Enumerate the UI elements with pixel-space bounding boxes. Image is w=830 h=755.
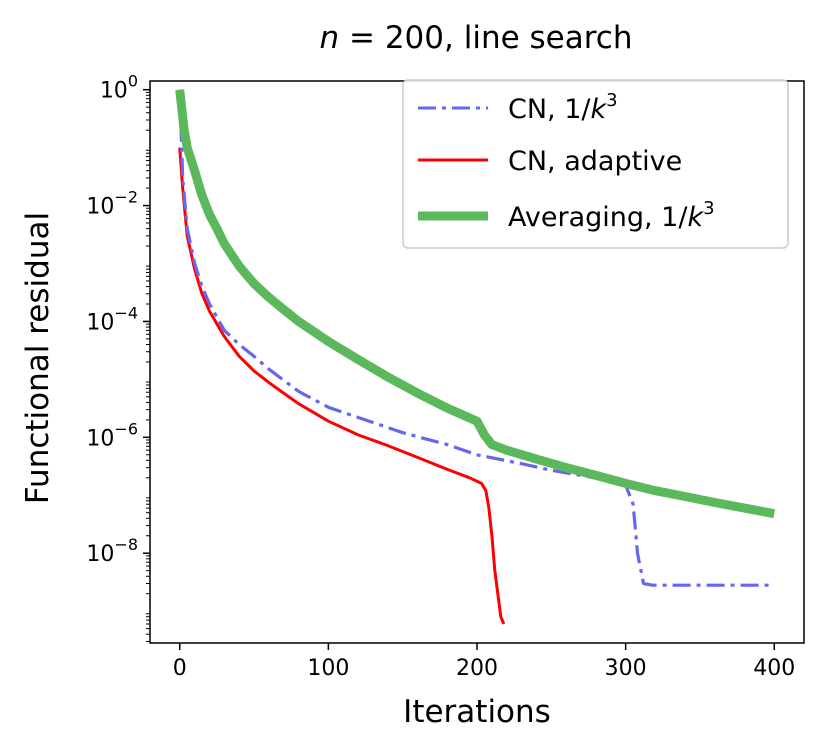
- y-tick-label: 10−8: [86, 535, 138, 567]
- series-line-2: [175, 89, 776, 519]
- x-axis: 0 100 200 300 400: [173, 643, 795, 681]
- chart-title-rest: = 200, line search: [339, 20, 632, 56]
- y-tick-label: 10−4: [86, 303, 138, 335]
- x-tick-label: 300: [605, 656, 647, 681]
- y-tick-label: 100: [100, 72, 138, 104]
- y-tick-label: 10−6: [86, 419, 138, 451]
- x-tick-label: 400: [753, 656, 795, 681]
- series-line-1: [178, 147, 506, 625]
- y-tick-label: 10−2: [86, 188, 138, 220]
- x-axis-label: Iterations: [403, 694, 551, 730]
- chart-title: n = 200, line search: [320, 20, 633, 56]
- legend-box: [402, 79, 789, 249]
- x-tick-label: 0: [173, 656, 187, 681]
- chart-title-var: n: [320, 20, 340, 56]
- legend-label-cn-k3: CN, 1/k3: [508, 90, 618, 125]
- y-axis: 100 10−2 10−4 10−6 10−8: [86, 72, 150, 642]
- series-layer: [175, 89, 776, 625]
- y-axis-label: Functional residual: [20, 212, 56, 504]
- legend: CN, 1/k3 CN, adaptive Averaging, 1/k3: [402, 79, 789, 249]
- series-line-0: [178, 89, 775, 587]
- legend-label-averaging-k3: Averaging, 1/k3: [508, 198, 715, 233]
- legend-label-cn-adaptive: CN, adaptive: [508, 146, 682, 177]
- x-tick-label: 100: [307, 656, 349, 681]
- x-tick-label: 200: [456, 656, 498, 681]
